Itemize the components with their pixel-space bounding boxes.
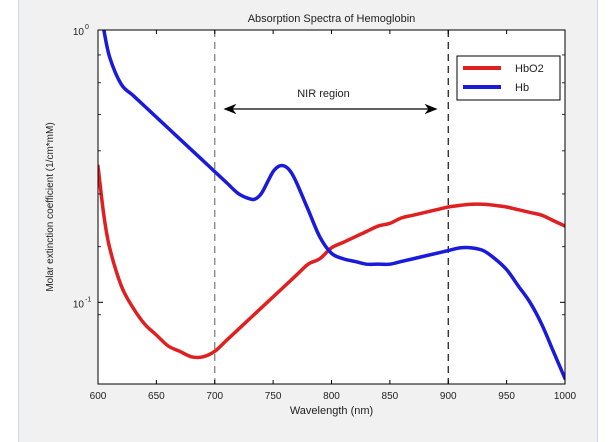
legend-label-hbo2: HbO2	[515, 63, 544, 75]
legend-label-hb: Hb	[515, 82, 529, 94]
y-axis-label: Molar extinction coefficient (1/cm*mM)	[45, 122, 56, 291]
legend-box	[456, 55, 561, 101]
x-tick-label-900: 900	[440, 391, 457, 402]
x-tick-label-850: 850	[382, 391, 399, 402]
chart-title: Absorption Spectra of Hemoglobin	[248, 13, 416, 25]
y-axis-label-group: Molar extinction coefficient (1/cm*mM)	[45, 122, 56, 291]
series-line-hb	[102, 30, 565, 381]
x-tick-label-750: 750	[265, 391, 282, 402]
x-tick-label-950: 950	[498, 391, 515, 402]
y-tick-exp-0: 0	[85, 24, 89, 31]
y-tick-label-0: 10	[73, 27, 85, 38]
x-axis-label: Wavelength (nm)	[290, 405, 373, 417]
y-tick-exp--1: -1	[85, 296, 91, 303]
nir-annotation: NIR region	[223, 88, 438, 115]
nir-region-label: NIR region	[297, 88, 350, 100]
x-tick-label-600: 600	[90, 391, 107, 402]
legend: HbO2 Hb	[456, 55, 561, 101]
nir-boundaries	[214, 30, 449, 384]
x-tick-label-700: 700	[206, 391, 223, 402]
x-tick-label-1000: 1000	[554, 391, 577, 402]
series-line-hbo2	[98, 164, 565, 360]
series-lines	[98, 30, 565, 381]
y-tick-label--1: 10	[73, 299, 85, 310]
figure-frame: Absorption Spectra of Hemoglobin Molar e…	[18, 0, 598, 442]
x-tick-label-800: 800	[323, 391, 340, 402]
absorption-chart: Absorption Spectra of Hemoglobin Molar e…	[45, 13, 577, 417]
x-tick-label-650: 650	[148, 391, 165, 402]
